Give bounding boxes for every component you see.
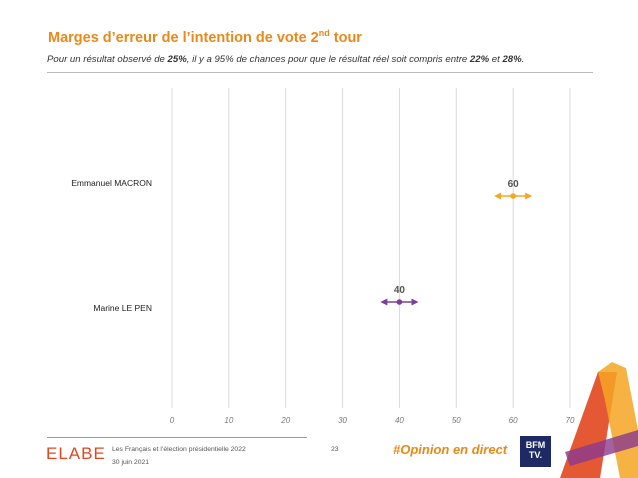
subtitle-divider <box>47 72 593 73</box>
deco-stripe-orange <box>598 362 638 478</box>
bfm-tv-logo: BFM TV. <box>520 436 551 467</box>
hashtag-label: #Opinion en direct <box>393 442 508 457</box>
page-number: 23 <box>331 446 339 453</box>
chart-title: Marges d’erreur de l’intention de vote 2… <box>48 28 362 46</box>
x-tick-label: 60 <box>509 416 518 425</box>
data-label: 60 <box>508 179 520 190</box>
error-bar-arrow-left <box>494 192 502 200</box>
x-tick-label: 50 <box>452 416 461 425</box>
x-tick-label: 10 <box>224 416 233 425</box>
data-point <box>396 299 403 305</box>
x-tick-label: 30 <box>338 416 347 425</box>
category-label: Emmanuel MACRON <box>71 178 152 188</box>
data-point <box>510 193 516 199</box>
x-tick-label: 20 <box>280 416 290 425</box>
category-label: Marine LE PEN <box>93 303 152 313</box>
error-bar-arrow-left <box>380 298 388 306</box>
data-label: 40 <box>394 285 406 296</box>
x-tick-label: 40 <box>395 416 404 425</box>
deco-stripe-purple <box>565 430 638 466</box>
footer-study-title: Les Français et l’élection présidentiell… <box>112 446 246 453</box>
error-bar-arrow-right <box>525 192 533 200</box>
chart-subtitle: Pour un résultat observé de 25%, il y a … <box>47 54 525 65</box>
footer-divider <box>47 437 307 438</box>
x-tick-label: 70 <box>566 416 575 425</box>
footer-date: 30 juin 2021 <box>112 459 150 466</box>
elabe-logo: ELABE <box>46 444 106 463</box>
error-bar-arrow-right <box>411 298 419 306</box>
x-tick-label: 0 <box>170 416 175 425</box>
